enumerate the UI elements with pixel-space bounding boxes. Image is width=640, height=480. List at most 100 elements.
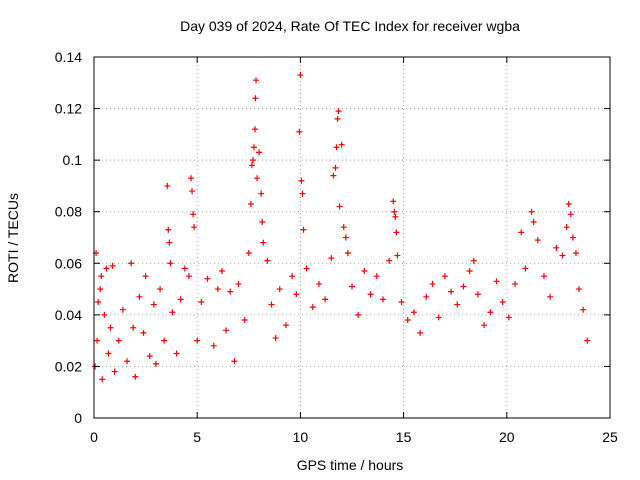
data-point	[487, 309, 494, 316]
data-point	[349, 283, 355, 290]
data-point	[247, 200, 254, 207]
chart-title: Day 039 of 2024, Rate Of TEC Index for r…	[180, 18, 520, 34]
data-point	[254, 175, 261, 182]
plot-frame	[93, 56, 611, 419]
x-tick-label: 25	[602, 429, 618, 445]
data-point	[99, 376, 106, 383]
data-point	[540, 273, 547, 280]
data-point	[293, 291, 300, 298]
data-point	[448, 288, 455, 295]
data-point	[392, 213, 399, 220]
data-point	[340, 224, 347, 231]
y-tick-label: 0	[74, 410, 82, 426]
data-point	[241, 317, 248, 324]
data-point	[152, 360, 159, 367]
data-point	[264, 257, 271, 264]
data-point	[553, 244, 560, 251]
data-point	[333, 144, 340, 151]
data-point	[98, 273, 105, 280]
data-point	[259, 219, 266, 226]
data-point	[417, 329, 424, 336]
data-point	[188, 175, 195, 182]
data-point	[124, 358, 131, 365]
data-point	[94, 337, 101, 344]
data-point	[111, 368, 118, 375]
data-point	[250, 144, 257, 151]
data-point	[559, 252, 566, 259]
data-point	[528, 208, 535, 215]
data-point	[518, 229, 525, 236]
data-point	[398, 298, 405, 305]
data-point	[584, 337, 591, 344]
data-point	[235, 280, 242, 287]
data-point	[189, 188, 196, 195]
data-point	[268, 301, 275, 308]
y-axis-label: ROTI / TECUs	[5, 193, 21, 283]
data-point	[435, 314, 442, 321]
data-point	[361, 268, 368, 275]
data-point	[410, 309, 417, 316]
x-tick-label: 0	[90, 429, 98, 445]
data-point	[460, 283, 467, 290]
data-point	[338, 141, 345, 148]
data-point	[140, 329, 147, 336]
data-point	[391, 208, 398, 215]
data-point	[334, 115, 341, 122]
data-point	[429, 280, 436, 287]
data-point	[231, 358, 238, 365]
data-point	[547, 293, 554, 300]
data-point	[260, 239, 267, 246]
data-point	[303, 265, 310, 272]
data-point	[512, 280, 519, 287]
data-point	[576, 286, 583, 293]
data-point	[289, 273, 296, 280]
data-point	[115, 337, 122, 344]
data-point	[565, 200, 572, 207]
data-point	[164, 182, 171, 189]
data-point	[298, 177, 305, 184]
data-point	[522, 265, 529, 272]
data-point	[132, 373, 139, 380]
data-point	[493, 278, 500, 285]
data-point	[227, 288, 234, 295]
y-tick-label: 0.02	[55, 358, 82, 374]
x-tick-label: 15	[396, 429, 412, 445]
data-point	[530, 219, 537, 226]
data-point	[470, 257, 477, 264]
data-point	[165, 226, 172, 233]
data-point	[342, 234, 349, 241]
data-point	[167, 260, 174, 267]
data-point	[344, 249, 351, 256]
data-point	[253, 77, 260, 84]
data-point	[309, 304, 316, 311]
data-point	[130, 324, 137, 331]
data-point	[161, 337, 168, 344]
data-point	[173, 350, 180, 357]
data-point	[128, 260, 135, 267]
data-point	[150, 301, 157, 308]
data-point	[146, 353, 153, 360]
data-point	[322, 296, 329, 303]
data-point	[394, 252, 401, 259]
data-point	[335, 108, 342, 115]
tick-labels: 0 5 10 15 20 25 0 0.02 0.04 0.06 0.08 0.1 0.12 0.14	[55, 49, 618, 445]
data-point	[190, 211, 197, 218]
data-point	[454, 301, 461, 308]
data-point	[105, 350, 112, 357]
data-point	[282, 322, 289, 329]
y-tick-label: 0.14	[55, 49, 82, 65]
data-point	[481, 322, 488, 329]
data-points	[92, 72, 591, 383]
data-point	[249, 157, 256, 164]
data-point	[580, 306, 587, 313]
y-tick-label: 0.06	[55, 255, 82, 271]
data-point	[214, 286, 221, 293]
data-point	[505, 314, 512, 321]
data-point	[567, 211, 574, 218]
y-tick-label: 0.1	[63, 152, 83, 168]
data-point	[563, 224, 570, 231]
data-point	[169, 309, 176, 316]
y-tick-label: 0.04	[55, 307, 82, 323]
y-tick-label: 0.12	[55, 101, 82, 117]
